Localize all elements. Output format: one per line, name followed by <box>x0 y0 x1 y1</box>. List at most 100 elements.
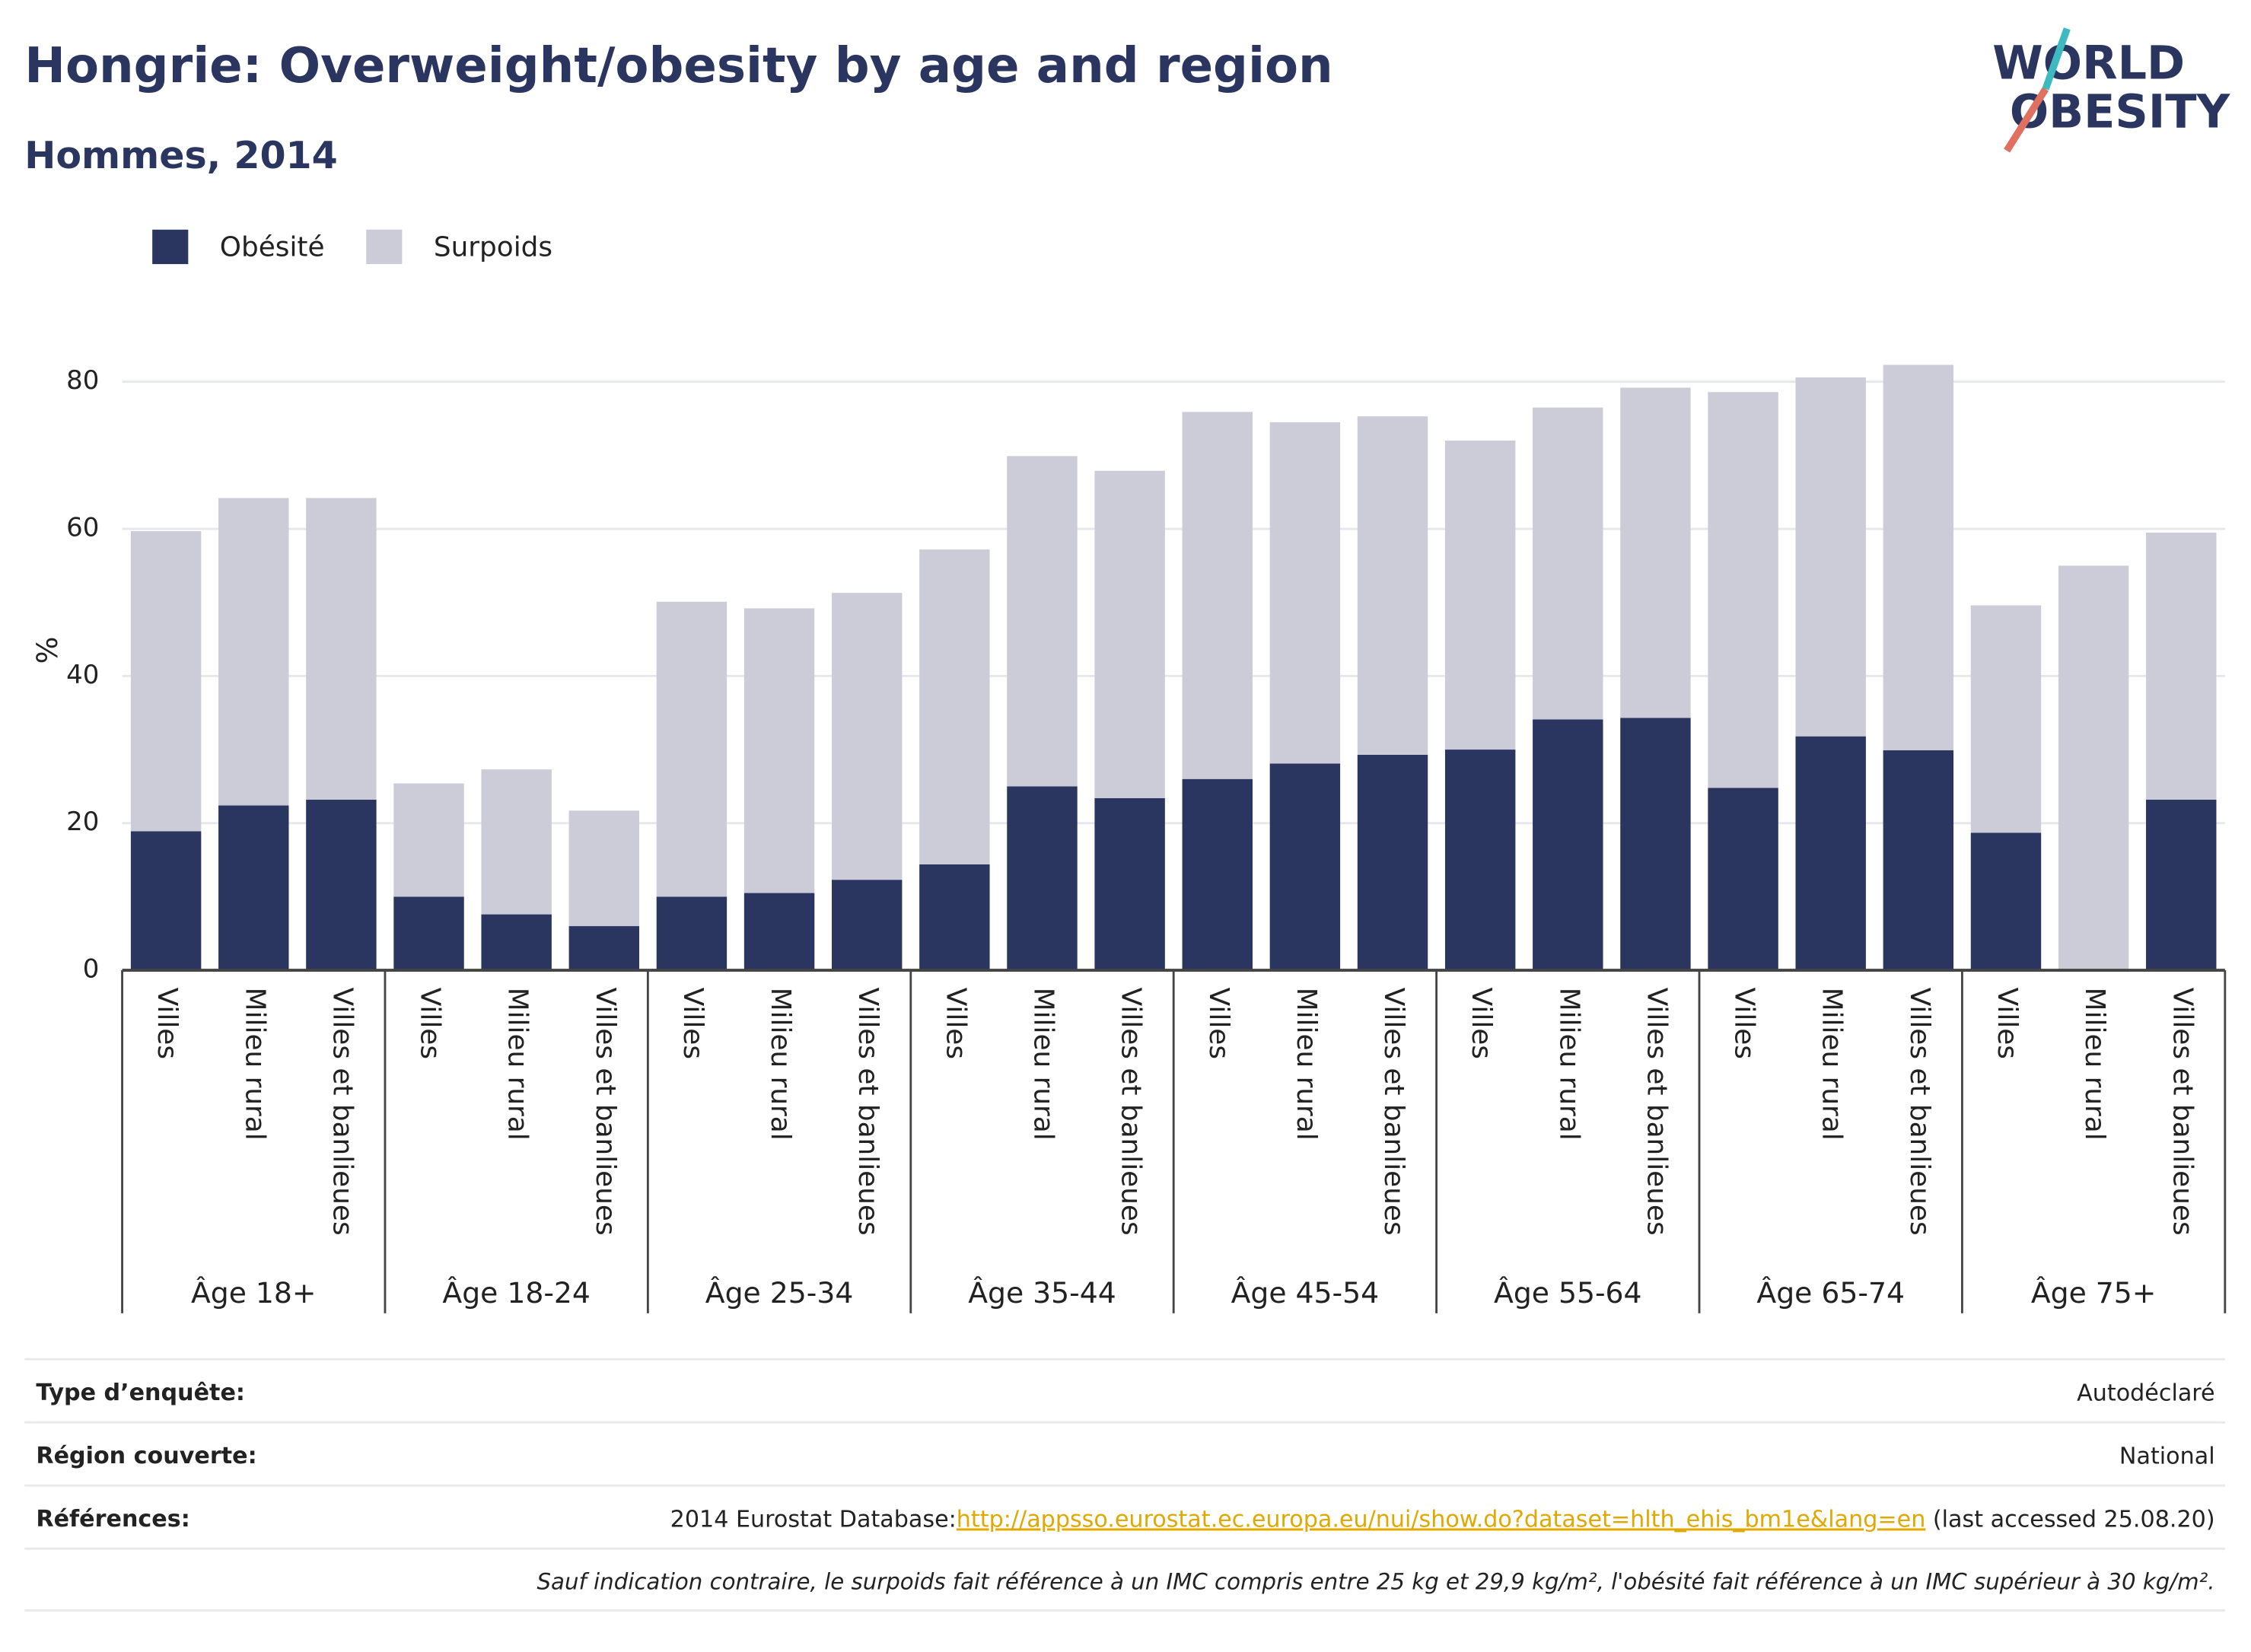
footer-suffix: (last accessed 25.08.20) <box>1925 1506 2214 1533</box>
x-tick-label: Milieu rural <box>1553 988 1584 1141</box>
y-tick-label: 60 <box>66 513 99 543</box>
bar-segment <box>919 864 990 971</box>
x-tick-label: Villes et banlieues <box>1904 988 1935 1236</box>
x-tick-label: Milieu rural <box>502 988 533 1141</box>
bar-segment <box>2146 532 2217 800</box>
footer-value-text: Autodéclaré <box>2077 1380 2214 1406</box>
bar-segment <box>656 896 728 971</box>
bar-segment <box>130 530 202 832</box>
bar-segment <box>1533 407 1603 720</box>
bar-segment <box>1620 387 1691 718</box>
bar-segment <box>1269 763 1341 971</box>
bar-segment <box>1533 719 1603 971</box>
bar-segment <box>393 783 464 897</box>
x-tick-label: Milieu rural <box>765 988 796 1141</box>
y-tick-label: 80 <box>66 365 99 396</box>
bar-segment <box>1007 456 1078 787</box>
x-tick-label: Milieu rural <box>1027 988 1059 1141</box>
bar-segment <box>1094 470 1165 798</box>
chart-subtitle: Hommes, 2014 <box>24 133 338 177</box>
x-tick-label: Villes <box>415 988 446 1059</box>
bar-segment <box>1970 832 2042 971</box>
logo-slash <box>2042 27 2071 91</box>
x-tick-label: Villes <box>677 988 708 1059</box>
bar-segment <box>1269 422 1341 764</box>
bar-segment <box>1444 750 1516 971</box>
x-tick-label: Milieu rural <box>2079 988 2110 1141</box>
bar-segment <box>306 498 377 800</box>
footer-label: Région couverte: <box>36 1443 256 1469</box>
bar-segment <box>1883 750 1954 971</box>
bar-segment <box>832 880 903 971</box>
group-label: Âge 55-64 <box>1494 1276 1642 1310</box>
bar-segment <box>568 926 640 971</box>
x-tick-label: Villes et banlieues <box>1641 988 1672 1236</box>
bar-segment <box>1444 441 1516 750</box>
group-label: Âge 35-44 <box>968 1276 1116 1310</box>
bar-segment <box>1883 364 1954 751</box>
bar-segment <box>1357 416 1428 755</box>
x-tick-label: Villes <box>1466 988 1497 1059</box>
footer-value: Autodéclaré <box>2077 1380 2214 1406</box>
bar-segment <box>1620 718 1691 971</box>
x-tick-label: Villes et banlieues <box>590 988 621 1236</box>
bar-segment <box>1708 788 1778 971</box>
x-tick-label: Villes et banlieues <box>852 988 884 1236</box>
bar-segment <box>2146 799 2217 971</box>
bar-segment <box>1182 412 1253 779</box>
footer-value-text: 2014 Eurostat Database: <box>670 1506 957 1533</box>
bar-segment <box>218 805 289 971</box>
bar-segment <box>1094 797 1165 971</box>
group-label: Âge 18+ <box>191 1276 317 1310</box>
bar-segment <box>1357 754 1428 971</box>
group-label: Âge 65-74 <box>1756 1276 1905 1310</box>
footer-note: Sauf indication contraire, le surpoids f… <box>537 1568 2215 1594</box>
x-tick-label: Villes <box>940 988 971 1059</box>
x-tick-label: Milieu rural <box>1291 988 1322 1141</box>
footer-value-text: National <box>2119 1443 2215 1469</box>
footer-value: National <box>2119 1443 2215 1469</box>
bar-segment <box>1007 786 1078 971</box>
bar-segment <box>393 896 464 971</box>
legend-swatch <box>152 229 189 265</box>
x-tick-label: Villes <box>1992 988 2023 1059</box>
bar-segment <box>1708 392 1778 788</box>
group-label: Âge 18-24 <box>442 1276 591 1310</box>
bar-segment <box>1182 778 1253 971</box>
x-tick-label: Villes <box>151 988 183 1059</box>
footer: Type d’enquête: Autodéclaré Région couvert… <box>24 1358 2225 1612</box>
bar-segment <box>743 893 815 971</box>
logo-text: WORLD <box>1992 37 2185 90</box>
y-tick-label: 20 <box>66 807 99 837</box>
bar-segment <box>130 831 202 971</box>
group-label: Âge 45-54 <box>1231 1276 1380 1310</box>
group-label: Âge 75+ <box>2031 1276 2157 1310</box>
x-tick-label: Milieu rural <box>239 988 270 1141</box>
x-tick-label: Villes <box>1203 988 1234 1059</box>
bar-segment <box>919 549 990 864</box>
bar-segment <box>218 498 289 806</box>
footer-label: Type d’enquête: <box>36 1380 245 1406</box>
footer-value: 2014 Eurostat Database:http://appsso.eur… <box>670 1506 2215 1533</box>
bar-segment <box>481 769 552 915</box>
chart-title: Hongrie: Overweight/obesity by age and r… <box>24 37 1332 94</box>
bar-segment <box>568 810 640 927</box>
legend-swatch <box>366 229 403 265</box>
legend-label: Surpoids <box>434 231 552 263</box>
bar-segment <box>743 608 815 893</box>
y-axis-label: % <box>30 637 64 664</box>
bar-segment <box>2058 565 2129 971</box>
bar-segment <box>832 593 903 880</box>
logo-text: OBESITY <box>2010 85 2231 138</box>
logo-slash <box>2004 87 2049 153</box>
bar-segment <box>1795 377 1866 737</box>
x-tick-label: Milieu rural <box>1816 988 1848 1141</box>
legend-label: Obésité <box>220 231 325 263</box>
x-tick-label: Villes et banlieues <box>1116 988 1147 1236</box>
reference-link: http://appsso.eurostat.ec.europa.eu/nui/… <box>957 1506 1926 1533</box>
x-tick-label: Villes et banlieues <box>326 988 358 1236</box>
x-tick-label: Villes et banlieues <box>1378 988 1409 1236</box>
bar-segment <box>306 799 377 971</box>
bar-segment <box>656 601 728 897</box>
